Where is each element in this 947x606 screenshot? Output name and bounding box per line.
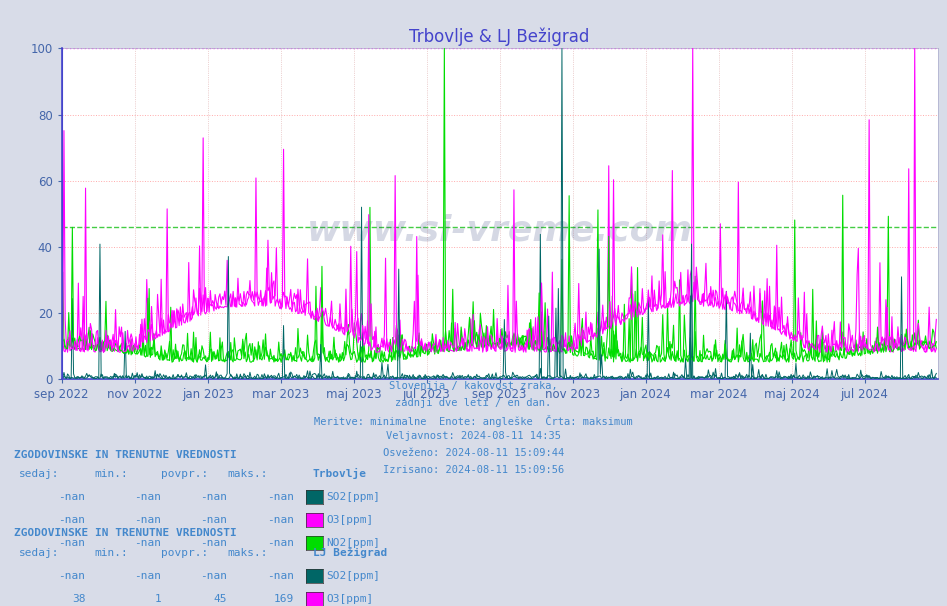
Text: -nan: -nan xyxy=(266,571,294,581)
Text: -nan: -nan xyxy=(134,571,161,581)
Text: sedaj:: sedaj: xyxy=(19,469,60,479)
Text: Veljavnost: 2024-08-11 14:35: Veljavnost: 2024-08-11 14:35 xyxy=(386,431,561,442)
Text: -nan: -nan xyxy=(58,515,85,525)
Text: Meritve: minimalne  Enote: angleške  Črta: maksimum: Meritve: minimalne Enote: angleške Črta:… xyxy=(314,415,633,427)
Text: 38: 38 xyxy=(72,594,85,604)
Text: NO2[ppm]: NO2[ppm] xyxy=(327,538,381,548)
Text: Osveženo: 2024-08-11 15:09:44: Osveženo: 2024-08-11 15:09:44 xyxy=(383,448,564,459)
Text: -nan: -nan xyxy=(266,538,294,548)
Text: www.si-vreme.com: www.si-vreme.com xyxy=(307,213,692,247)
Text: min.:: min.: xyxy=(95,548,129,558)
Text: 1: 1 xyxy=(154,594,161,604)
Text: ZGODOVINSKE IN TRENUTNE VREDNOSTI: ZGODOVINSKE IN TRENUTNE VREDNOSTI xyxy=(14,450,237,459)
Text: -nan: -nan xyxy=(134,492,161,502)
Text: maks.:: maks.: xyxy=(227,469,268,479)
Text: zadnji dve leti / en dan.: zadnji dve leti / en dan. xyxy=(396,398,551,408)
Text: -nan: -nan xyxy=(200,492,227,502)
Title: Trbovlje & LJ Bežigrad: Trbovlje & LJ Bežigrad xyxy=(409,27,590,45)
Text: -nan: -nan xyxy=(58,571,85,581)
Text: O3[ppm]: O3[ppm] xyxy=(327,594,374,604)
Text: -nan: -nan xyxy=(266,492,294,502)
Text: -nan: -nan xyxy=(266,515,294,525)
Text: -nan: -nan xyxy=(200,515,227,525)
Text: -nan: -nan xyxy=(200,571,227,581)
Text: sedaj:: sedaj: xyxy=(19,548,60,558)
Text: povpr.:: povpr.: xyxy=(161,469,208,479)
Text: Izrisano: 2024-08-11 15:09:56: Izrisano: 2024-08-11 15:09:56 xyxy=(383,465,564,476)
Text: min.:: min.: xyxy=(95,469,129,479)
Text: SO2[ppm]: SO2[ppm] xyxy=(327,571,381,581)
Text: -nan: -nan xyxy=(134,538,161,548)
Text: SO2[ppm]: SO2[ppm] xyxy=(327,492,381,502)
Text: LJ Bežigrad: LJ Bežigrad xyxy=(313,547,386,558)
Text: povpr.:: povpr.: xyxy=(161,548,208,558)
Text: maks.:: maks.: xyxy=(227,548,268,558)
Text: -nan: -nan xyxy=(134,515,161,525)
Text: -nan: -nan xyxy=(200,538,227,548)
Text: 45: 45 xyxy=(214,594,227,604)
Text: 169: 169 xyxy=(274,594,294,604)
Text: -nan: -nan xyxy=(58,492,85,502)
Text: ZGODOVINSKE IN TRENUTNE VREDNOSTI: ZGODOVINSKE IN TRENUTNE VREDNOSTI xyxy=(14,528,237,538)
Text: O3[ppm]: O3[ppm] xyxy=(327,515,374,525)
Text: -nan: -nan xyxy=(58,538,85,548)
Text: Trbovlje: Trbovlje xyxy=(313,468,366,479)
Text: Slovenija / kakovost zraka,: Slovenija / kakovost zraka, xyxy=(389,381,558,391)
